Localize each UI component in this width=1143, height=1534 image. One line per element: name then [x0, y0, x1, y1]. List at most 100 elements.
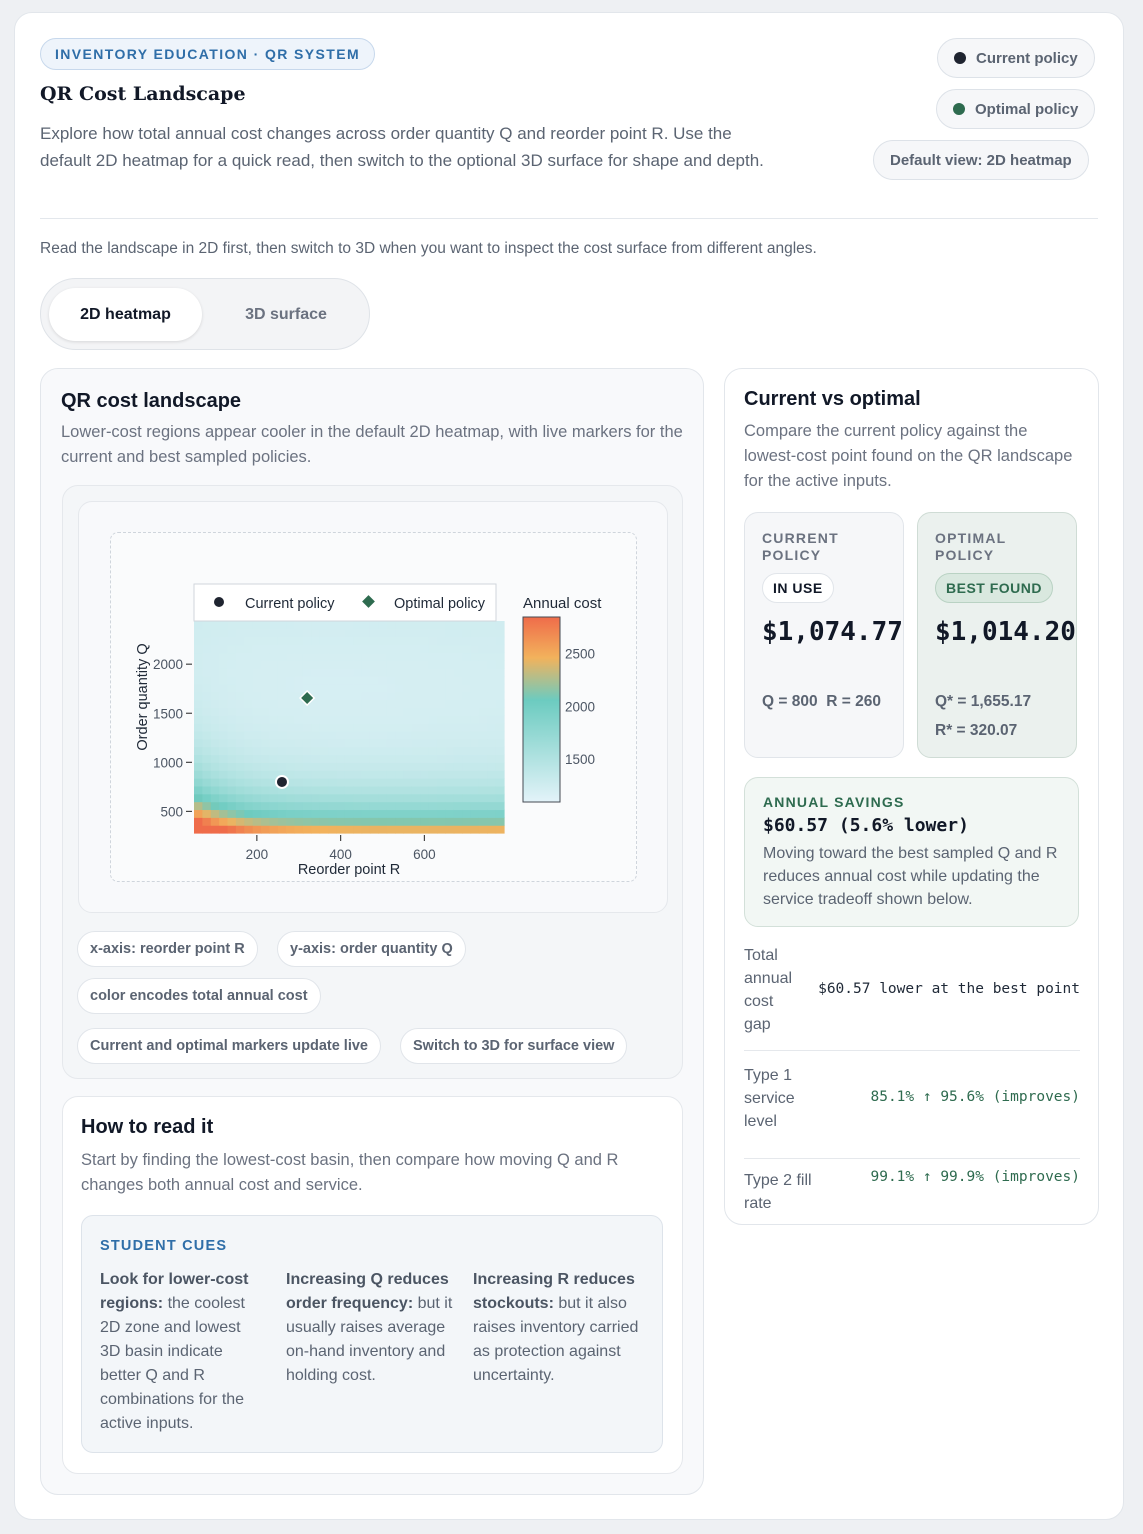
heatmap-cell: [219, 628, 229, 638]
heatmap-cell: [462, 785, 472, 795]
heatmap-cell: [269, 723, 279, 732]
heatmap-cell: [420, 683, 430, 693]
heatmap-cell: [210, 738, 220, 748]
heatmap-cell: [470, 770, 480, 779]
heatmap-cell: [420, 723, 430, 732]
heatmap-cell: [336, 621, 346, 630]
heatmap-cell: [311, 746, 321, 756]
heatmap-cell: [294, 770, 304, 779]
heatmap-cell: [194, 785, 203, 795]
heatmap-cell: [411, 801, 421, 811]
heatmap-cell: [336, 817, 346, 826]
heatmap-cell: [210, 691, 220, 701]
tab-2d-heatmap[interactable]: 2D heatmap: [49, 288, 202, 341]
heatmap-cell: [336, 778, 346, 787]
heatmap-cell: [261, 723, 271, 732]
heatmap-cell: [369, 652, 379, 661]
heatmap-cell: [311, 668, 321, 677]
heatmap-cell: [420, 652, 430, 661]
heatmap-cell: [428, 707, 438, 716]
heatmap-cell: [252, 817, 262, 826]
heatmap-cell: [202, 809, 212, 818]
heatmap-cell: [336, 754, 346, 763]
heatmap-cell: [395, 691, 405, 701]
heatmap-cell: [436, 801, 446, 811]
tab-3d-surface[interactable]: 3D surface: [245, 305, 327, 323]
savings-value: $60.57 (5.6% lower): [763, 815, 969, 836]
heatmap-cell: [495, 628, 505, 638]
heatmap-cell: [294, 778, 304, 787]
heatmap-cell: [403, 652, 413, 661]
current-q: Q = 800: [762, 693, 818, 710]
heatmap-cell: [294, 699, 304, 708]
heatmap-cell: [319, 825, 329, 834]
heatmap-cell: [453, 770, 463, 779]
heatmap-cell: [277, 644, 287, 654]
heatmap-cell: [411, 628, 421, 638]
heatmap-cell: [210, 778, 220, 787]
heatmap-cell: [478, 644, 488, 654]
header-divider: [40, 218, 1098, 219]
legend-chip: color encodes total annual cost: [77, 978, 321, 1014]
heatmap-cell: [453, 793, 463, 803]
heatmap-cell: [277, 825, 287, 834]
heatmap-cell: [495, 801, 505, 811]
heatmap-cell: [445, 785, 455, 795]
heatmap-cell: [252, 770, 262, 779]
heatmap-cell: [336, 770, 346, 779]
heatmap-cell: [336, 644, 346, 654]
heatmap-cell: [311, 644, 321, 654]
heatmap-cell: [194, 715, 203, 724]
heatmap-cell: [269, 644, 279, 654]
heatmap-cell: [470, 785, 480, 795]
heatmap-cell: [294, 817, 304, 826]
heatmap-cell: [328, 809, 338, 818]
heatmap-cell: [428, 644, 438, 654]
chart-legend-optimal: Optimal policy: [394, 596, 486, 612]
heatmap-cell: [302, 683, 312, 693]
heatmap-cell: [361, 817, 371, 826]
heatmap-cell: [286, 785, 296, 795]
heatmap-cell: [403, 825, 413, 834]
heatmap-cell: [395, 644, 405, 654]
heatmap-cell: [235, 644, 245, 654]
heatmap-cell: [219, 770, 229, 779]
heatmap-cell: [319, 809, 329, 818]
heatmap-cell: [462, 636, 472, 646]
heatmap-cell: [436, 809, 446, 818]
heatmap-cell: [411, 785, 421, 795]
heatmap-cell: [319, 715, 329, 724]
heatmap-cell: [344, 628, 354, 638]
heatmap-cell: [227, 636, 237, 646]
heatmap-cell: [378, 683, 388, 693]
heatmap-cell: [210, 707, 220, 716]
chart-legend-box: [193, 583, 497, 622]
heatmap-cell: [420, 778, 430, 787]
heatmap-cell: [210, 636, 220, 646]
heatmap-cell: [219, 809, 229, 818]
heatmap-cell: [194, 746, 203, 756]
heatmap-cell: [420, 801, 430, 811]
heatmap-cell: [395, 801, 405, 811]
heatmap-cell: [344, 644, 354, 654]
heatmap-cell: [378, 762, 388, 771]
heatmap-cell: [336, 825, 346, 834]
heatmap-cell: [286, 715, 296, 724]
heatmap-cell: [395, 683, 405, 693]
heatmap-cell: [428, 785, 438, 795]
heatmap-cell: [420, 785, 430, 795]
heatmap-cell: [420, 628, 430, 638]
heatmap-cell: [261, 762, 271, 771]
heatmap-cell: [436, 675, 446, 685]
heatmap-cell: [378, 715, 388, 724]
cost-gap-row: Total annual cost gap $60.57 lower at th…: [744, 944, 1080, 1051]
heatmap-cell: [269, 809, 279, 818]
heatmap-cell: [395, 746, 405, 756]
heatmap-cell: [227, 675, 237, 685]
heatmap-cell: [378, 691, 388, 701]
heatmap-cell: [369, 644, 379, 654]
heatmap-cell: [194, 699, 203, 708]
heatmap-cell: [319, 628, 329, 638]
heatmap-cell: [436, 644, 446, 654]
heatmap-cell: [445, 809, 455, 818]
